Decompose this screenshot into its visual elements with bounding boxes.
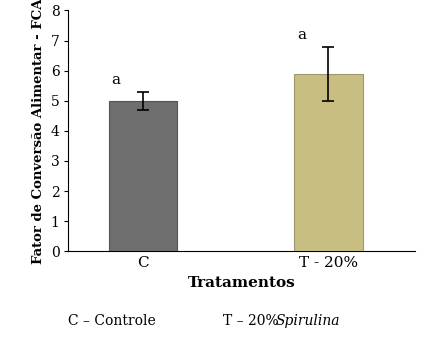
X-axis label: Tratamentos: Tratamentos [188,276,296,290]
Text: T – 20%: T – 20% [223,314,282,328]
Text: a: a [297,28,306,42]
Bar [109,101,177,251]
Text: C – Controle: C – Controle [68,314,156,328]
Y-axis label: Fator de Conversão Alimentar - FCA: Fator de Conversão Alimentar - FCA [32,0,45,263]
Bar [294,74,363,251]
Text: Spirulina: Spirulina [276,314,341,328]
Text: a: a [111,73,120,87]
